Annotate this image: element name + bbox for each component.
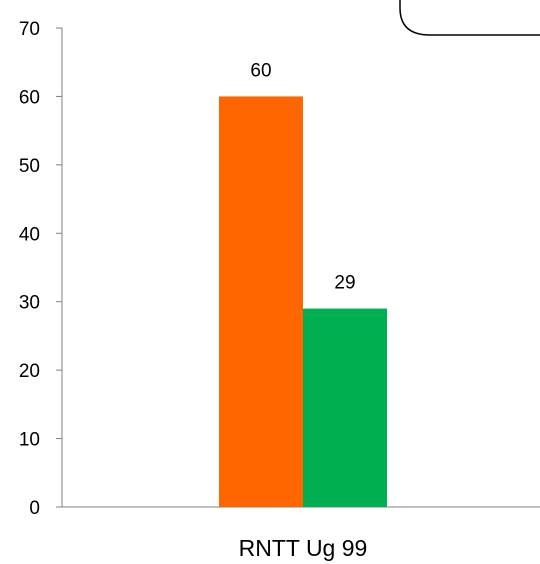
y-tick-label: 10 xyxy=(19,430,40,451)
y-tick-label: 70 xyxy=(19,19,40,40)
y-tick-label: 20 xyxy=(19,361,40,382)
y-tick-group: 0 10 20 30 40 50 60 70 xyxy=(19,19,62,519)
bar-series-1 xyxy=(303,308,387,507)
y-tick-label: 0 xyxy=(29,498,40,519)
bar-group xyxy=(219,96,387,507)
y-tick-label: 50 xyxy=(19,156,40,177)
y-tick-label: 30 xyxy=(19,293,40,314)
data-label-series-1: 29 xyxy=(334,273,355,294)
legend-box-fragment xyxy=(399,0,540,36)
y-tick-label: 40 xyxy=(19,224,40,245)
bar-series-0 xyxy=(219,96,303,507)
y-tick-label: 60 xyxy=(19,87,40,108)
data-label-series-0: 60 xyxy=(250,60,271,81)
category-label: RNTT Ug 99 xyxy=(239,535,368,561)
data-label-group: 60 29 xyxy=(250,60,355,293)
